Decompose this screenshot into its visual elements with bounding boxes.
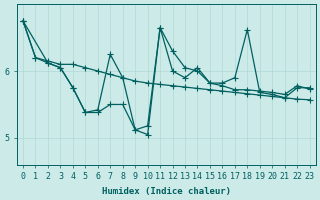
X-axis label: Humidex (Indice chaleur): Humidex (Indice chaleur) [102,187,231,196]
